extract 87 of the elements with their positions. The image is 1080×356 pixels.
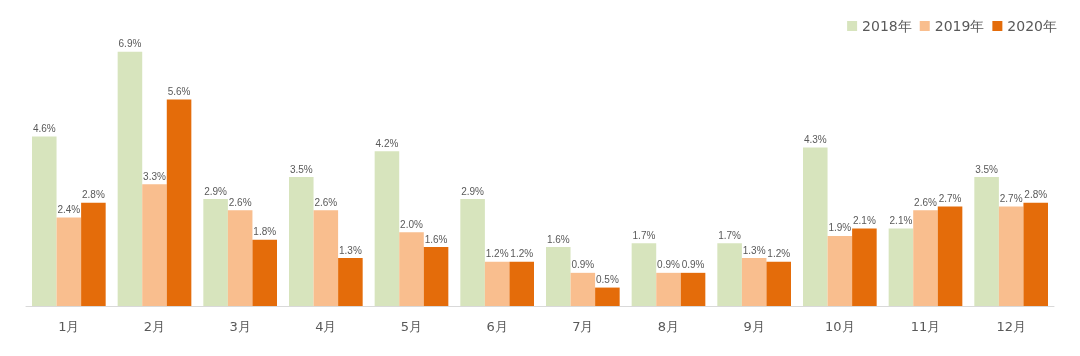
bar — [680, 272, 706, 306]
x-tick-label: 8月 — [657, 319, 680, 334]
bar — [399, 232, 424, 306]
bar — [313, 210, 339, 306]
data-label: 1.7% — [718, 229, 742, 241]
bar — [570, 272, 596, 306]
bar — [595, 287, 620, 306]
data-label: 2.7% — [999, 192, 1023, 204]
data-label: 1.9% — [828, 222, 852, 234]
bar — [741, 258, 767, 306]
data-label: 1.6% — [546, 233, 570, 245]
data-label: 2.8% — [81, 189, 105, 201]
x-tick-label: 9月 — [743, 319, 765, 334]
bar — [142, 184, 167, 306]
data-label: 3.5% — [975, 163, 999, 175]
bar — [374, 151, 400, 306]
bar — [631, 243, 657, 306]
data-label: 2.0% — [400, 218, 423, 230]
data-label: 2.9% — [204, 185, 228, 197]
data-label: 1.7% — [632, 229, 656, 241]
bar — [166, 99, 192, 306]
data-label: 2.1% — [852, 215, 876, 227]
bar — [998, 206, 1024, 306]
data-label: 1.2% — [767, 248, 791, 260]
x-tick-label: 2月 — [143, 319, 166, 334]
bar — [289, 177, 314, 306]
x-tick-label: 1月 — [58, 319, 80, 334]
data-label: 1.2% — [485, 248, 509, 260]
x-tick-label: 10月 — [825, 319, 855, 334]
bar — [717, 243, 742, 306]
bar — [766, 261, 791, 306]
bar — [117, 51, 143, 306]
data-label: 6.9% — [118, 38, 142, 50]
bar — [888, 228, 914, 306]
data-label: 2.7% — [938, 192, 962, 204]
bar — [460, 199, 485, 306]
data-label: 4.3% — [803, 134, 827, 146]
data-label: 4.2% — [375, 137, 399, 149]
data-label: 1.2% — [510, 248, 534, 260]
data-label: 0.5% — [595, 274, 619, 286]
bar — [81, 202, 106, 306]
bar — [203, 199, 228, 306]
data-label: 0.9% — [681, 259, 705, 271]
bar — [252, 239, 277, 306]
data-label: 0.9% — [571, 259, 595, 271]
x-tick-label: 5月 — [400, 319, 423, 334]
bar — [852, 228, 877, 306]
data-label: 1.6% — [424, 233, 448, 245]
x-tick-label: 7月 — [572, 319, 594, 334]
bar — [32, 136, 57, 306]
data-label: 1.3% — [338, 244, 362, 256]
data-label: 1.3% — [742, 244, 766, 256]
bar — [913, 210, 938, 306]
bar — [937, 206, 963, 306]
bar — [56, 217, 82, 306]
bar — [546, 247, 571, 306]
data-label: 5.6% — [167, 86, 191, 98]
x-tick-label: 12月 — [996, 319, 1026, 334]
legend-label: 2020年 — [1007, 18, 1058, 34]
data-label: 3.3% — [143, 170, 166, 182]
bar — [227, 210, 253, 306]
x-tick-label: 6月 — [486, 319, 508, 334]
data-label: 2.8% — [1024, 189, 1048, 201]
data-label: 4.6% — [32, 122, 56, 134]
legend-label: 2019年 — [934, 18, 985, 34]
bar — [827, 235, 853, 306]
data-label: 2.6% — [314, 196, 338, 208]
bar — [656, 272, 681, 306]
x-tick-label: 11月 — [910, 319, 941, 334]
data-label: 2.9% — [461, 185, 485, 197]
bar — [803, 147, 828, 306]
data-label: 3.5% — [289, 163, 313, 175]
x-tick-label: 4月 — [315, 319, 337, 334]
bar — [423, 247, 449, 306]
bar — [484, 261, 510, 306]
data-label: 1.8% — [253, 226, 277, 238]
data-label: 2.6% — [228, 196, 252, 208]
data-label: 2.6% — [914, 196, 937, 208]
data-label: 2.1% — [889, 215, 913, 227]
bar — [974, 177, 999, 306]
legend-label: 2018年 — [862, 18, 912, 34]
bar — [509, 261, 534, 306]
bar — [1023, 202, 1048, 306]
data-label: 2.4% — [57, 204, 81, 216]
x-tick-label: 3月 — [229, 319, 251, 334]
bar — [338, 258, 363, 306]
data-label: 0.9% — [657, 259, 680, 271]
